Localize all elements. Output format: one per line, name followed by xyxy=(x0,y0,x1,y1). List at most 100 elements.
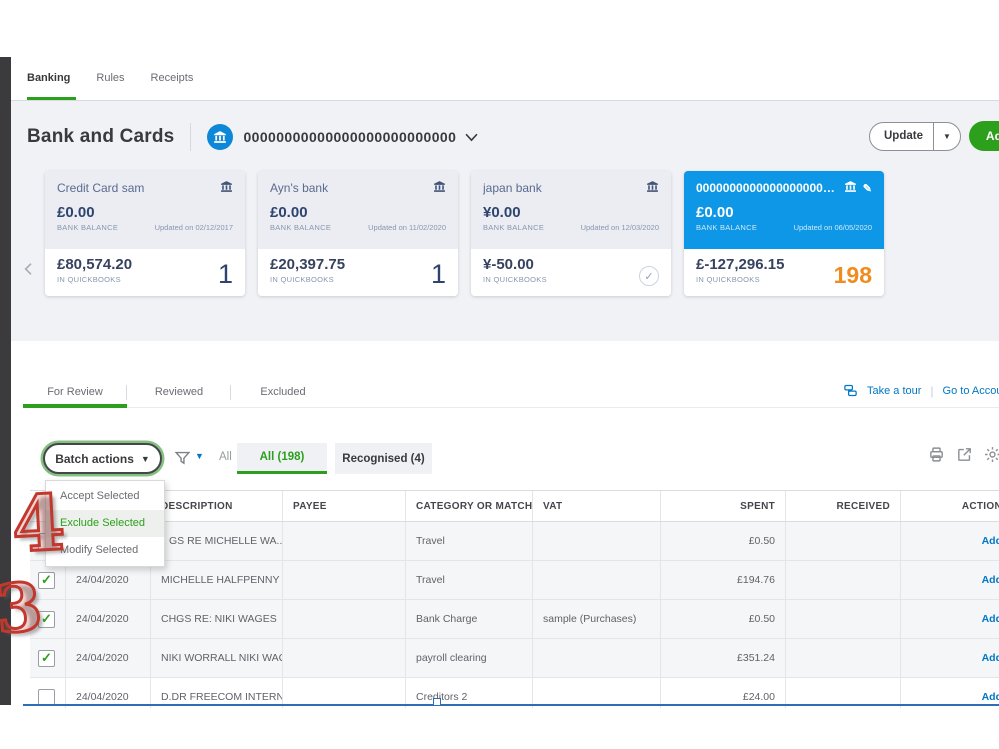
bank-balance-label: BANK BALANCE xyxy=(696,223,758,232)
tab-banking[interactable]: Banking xyxy=(27,55,77,100)
tab-rules-label: Rules xyxy=(96,71,125,84)
tab-for-review-label: For Review xyxy=(47,386,103,398)
cell-date: 24/04/2020 xyxy=(65,639,150,677)
cell-vat xyxy=(532,678,660,708)
filter-funnel-icon[interactable] xyxy=(174,449,191,466)
transactions-panel: For Review Reviewed Excluded Take a tour… xyxy=(23,341,999,708)
cell-date: 24/04/2020 xyxy=(65,600,150,638)
cell-vat: sample (Purchases) xyxy=(532,600,660,638)
tab-reviewed[interactable]: Reviewed xyxy=(127,377,231,407)
cursor-artifact xyxy=(433,698,441,706)
filter-dropdown-arrow-icon[interactable]: ▼ xyxy=(195,451,204,461)
col-category-or-match: CATEGORY OR MATCH xyxy=(405,491,532,521)
cell-received xyxy=(785,600,900,638)
tab-receipts-label: Receipts xyxy=(150,71,194,84)
printer-icon[interactable] xyxy=(928,446,945,463)
card-top: 00000000000000000000000000 ✎ £0.00 BANK … xyxy=(684,171,884,249)
account-card-japan-bank[interactable]: japan bank ¥0.00 BANK BALANCE Updated on … xyxy=(471,171,671,296)
batch-actions-label: Batch actions xyxy=(55,451,134,466)
cell-date: 24/04/2020 xyxy=(65,561,150,599)
menu-item-accept-selected[interactable]: Accept Selected xyxy=(60,490,140,502)
cell-received xyxy=(785,561,900,599)
menu-item-exclude-selected[interactable]: Exclude Selected xyxy=(46,510,164,537)
background-window-strip xyxy=(0,57,11,705)
tab-all-transactions[interactable]: All (198) xyxy=(237,443,327,474)
cell-payee xyxy=(282,522,405,560)
batch-actions-menu: Accept Selected Exclude Selected Modify … xyxy=(45,480,165,567)
row-checkbox[interactable]: ✓ xyxy=(38,571,55,589)
tab-banking-label: Banking xyxy=(27,71,71,84)
top-tabbar: Banking Rules Receipts xyxy=(11,55,999,101)
add-link[interactable]: Add xyxy=(900,600,999,638)
card-name: japan bank xyxy=(483,181,542,195)
col-spent: SPENT xyxy=(660,491,785,521)
cell-vat xyxy=(532,561,660,599)
account-card-credit-card-sam[interactable]: Credit Card sam £0.00 BANK BALANCE Update… xyxy=(45,171,245,296)
add-link[interactable]: Add xyxy=(900,678,999,708)
card-top: japan bank ¥0.00 BANK BALANCE Updated on … xyxy=(471,171,671,249)
add-link[interactable]: Add xyxy=(900,639,999,677)
cell-spent: £194.76 xyxy=(660,561,785,599)
cell-description: D.DR FREECOM INTERNE... xyxy=(150,678,282,708)
table-row: ✓ 24/04/2020 CHGS RE: NIKI WAGES Bank Ch… xyxy=(30,600,999,639)
quickbooks-label: IN QUICKBOOKS xyxy=(696,275,760,284)
batch-actions-button[interactable]: Batch actions ▼ xyxy=(43,443,162,474)
filter-scope-label: All xyxy=(219,451,232,463)
cell-description: CHGS RE: NIKI WAGES xyxy=(150,600,282,638)
cell-description: MICHELLE HALFPENNY ... xyxy=(150,561,282,599)
transaction-count: 1 xyxy=(217,259,233,289)
row-checkbox[interactable] xyxy=(38,688,55,706)
card-name: Credit Card sam xyxy=(57,181,145,195)
update-dropdown-arrow[interactable]: ▼ xyxy=(932,122,960,150)
tour-icon xyxy=(844,384,857,397)
export-icon[interactable] xyxy=(956,446,973,463)
panel-bottom-border xyxy=(23,704,999,706)
carousel-prev-icon[interactable] xyxy=(21,259,39,281)
tab-excluded[interactable]: Excluded xyxy=(231,377,335,407)
menu-item-modify-selected[interactable]: Modify Selected xyxy=(60,544,139,556)
tab-for-review[interactable]: For Review xyxy=(23,377,127,408)
go-to-account-history-link[interactable]: Go to Account history xyxy=(942,384,999,397)
gear-icon[interactable] xyxy=(984,446,999,463)
updated-date: Updated on 06/05/2020 xyxy=(793,223,872,232)
quickbooks-amount: £80,574.20 xyxy=(57,256,133,273)
bank-icon xyxy=(646,180,659,196)
tab-recognised[interactable]: Recognised (4) xyxy=(335,443,432,474)
cell-category: Travel xyxy=(405,561,532,599)
update-button[interactable]: Update ▼ xyxy=(869,121,961,151)
add-link[interactable]: Add xyxy=(900,561,999,599)
transaction-count: 1 xyxy=(430,259,446,289)
account-cards-row: Credit Card sam £0.00 BANK BALANCE Update… xyxy=(45,171,884,296)
account-card-selected[interactable]: 00000000000000000000000000 ✎ £0.00 BANK … xyxy=(684,171,884,296)
card-name: 00000000000000000000000000 xyxy=(696,181,838,195)
review-tabs: For Review Reviewed Excluded xyxy=(23,377,999,408)
cell-category: payroll clearing xyxy=(405,639,532,677)
transactions-table: DATE DESCRIPTION PAYEE CATEGORY OR MATCH… xyxy=(30,490,999,708)
tab-receipts[interactable]: Receipts xyxy=(151,55,194,100)
edit-pencil-icon[interactable]: ✎ xyxy=(862,182,872,195)
cell-payee xyxy=(282,600,405,638)
take-a-tour-link[interactable]: Take a tour xyxy=(867,384,922,397)
check-circle-icon: ✓ xyxy=(639,266,659,286)
page-head: Bank and Cards 0000000000000000000000000… xyxy=(27,121,999,153)
card-bottom: £-127,296.15 IN QUICKBOOKS 198 xyxy=(684,249,884,296)
col-description: DESCRIPTION xyxy=(150,491,282,521)
batch-actions-arrow-icon: ▼ xyxy=(140,453,150,464)
account-number-dropdown[interactable]: 00000000000000000000000000 xyxy=(243,129,478,145)
bank-balance-label: BANK BALANCE xyxy=(483,223,545,232)
header-actions: Update ▼ Add account xyxy=(869,121,999,151)
tab-rules[interactable]: Rules xyxy=(96,55,124,100)
cell-spent: £351.24 xyxy=(660,639,785,677)
bank-icon xyxy=(220,180,233,196)
bank-balance-amount: £0.00 xyxy=(270,204,308,221)
panel-links: Take a tour | Go to Account history xyxy=(843,383,999,398)
account-card-ayns-bank[interactable]: Ayn's bank £0.00 BANK BALANCE Updated on … xyxy=(258,171,458,296)
add-link[interactable]: Add xyxy=(900,522,999,560)
add-account-button[interactable]: Add account xyxy=(968,121,999,151)
row-checkbox[interactable]: ✓ xyxy=(38,610,55,628)
quickbooks-label: IN QUICKBOOKS xyxy=(270,275,334,284)
updated-date: Updated on 02/12/2017 xyxy=(154,223,233,232)
bank-icon xyxy=(433,180,446,196)
row-checkbox[interactable]: ✓ xyxy=(38,649,55,667)
links-separator: | xyxy=(930,383,934,398)
